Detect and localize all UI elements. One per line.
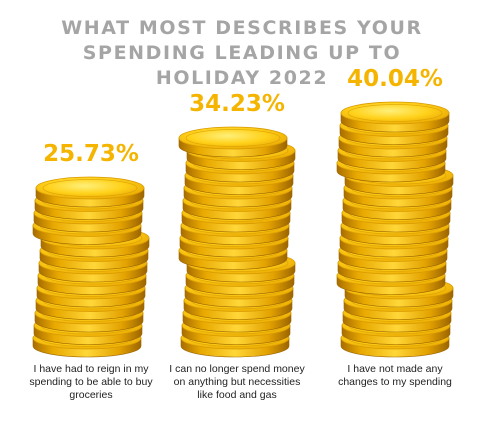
coin <box>340 101 450 133</box>
category-label-line: on anything but necessities <box>174 376 301 388</box>
value-label: 40.04% <box>347 66 443 92</box>
value-label: 34.23% <box>189 91 285 117</box>
category-label-line: changes to my spending <box>338 376 452 388</box>
coin-stacks <box>32 101 454 358</box>
coin <box>178 126 288 158</box>
value-label: 25.73% <box>43 141 139 167</box>
category-label-line: groceries <box>69 389 112 401</box>
category-label-line: spending to be able to buy <box>29 376 153 388</box>
coin-stack-bar <box>336 101 454 358</box>
value-and-category-labels: 25.73% I have had to reign in myspending … <box>29 66 452 401</box>
title-line-1: WHAT MOST DESCRIBES YOUR <box>61 17 423 39</box>
coin <box>35 176 145 208</box>
title-line-2: SPENDING LEADING UP TO <box>83 42 401 64</box>
category-label-line: I have not made any <box>347 363 443 375</box>
chart-title: WHAT MOST DESCRIBES YOUR SPENDING LEADIN… <box>61 17 423 89</box>
coin-stack-bar <box>32 176 150 358</box>
coin-stack-bar <box>178 126 296 358</box>
title-line-3: HOLIDAY 2022 <box>156 67 328 89</box>
category-label-line: I can no longer spend money <box>169 363 305 375</box>
category-label-line: like food and gas <box>197 389 276 401</box>
category-label-line: I have had to reign in my <box>34 363 150 375</box>
